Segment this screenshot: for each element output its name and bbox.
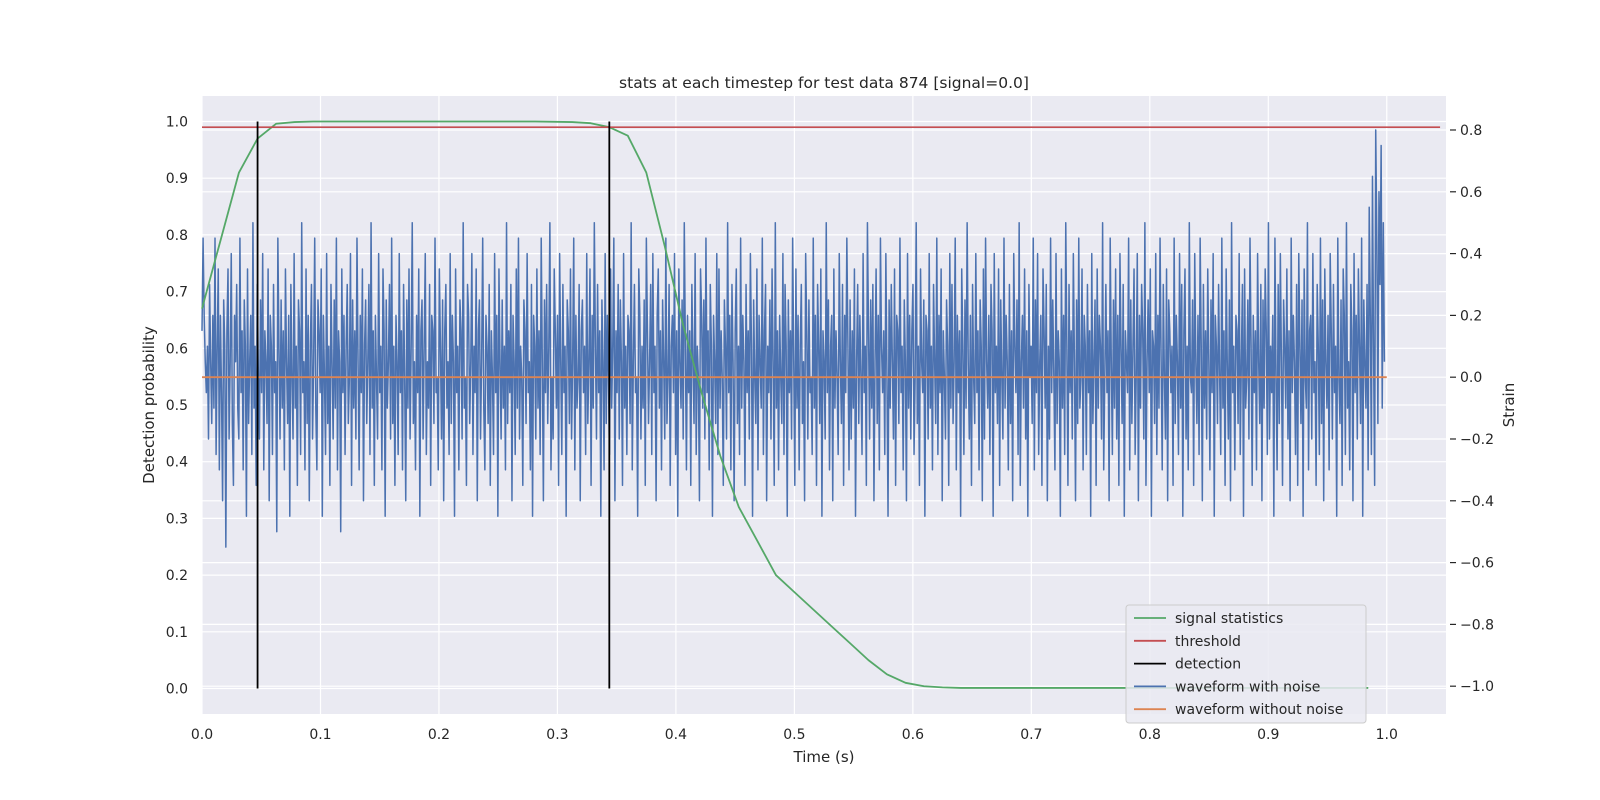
y2-tick-label: −1.0 <box>1460 679 1494 695</box>
y-tick-label: 0.6 <box>166 341 188 357</box>
y2-axis-ticks: −1.0 −0.8 −0.6 −0.4 −0.2 0.0 0.2 0.4 0.6 0.8 <box>1450 123 1494 695</box>
x-tick-label: 0.4 <box>665 727 687 743</box>
x-tick-label: 0.9 <box>1257 727 1279 743</box>
x-axis-label: Time (s) <box>793 748 855 766</box>
y2-tick-label: −0.8 <box>1460 617 1494 633</box>
y2-axis-label: Strain <box>1500 383 1518 427</box>
y-tick-label: 0.3 <box>166 511 188 527</box>
y-tick-label: 0.7 <box>166 285 188 301</box>
y2-tick-label: 0.8 <box>1460 123 1482 139</box>
y-tick-label: 0.2 <box>166 568 188 584</box>
y2-tick-label: −0.6 <box>1460 556 1494 572</box>
legend-label: waveform with noise <box>1175 679 1320 695</box>
y-tick-label: 0.8 <box>166 228 188 244</box>
x-axis-ticks: 0.0 0.1 0.2 0.3 0.4 0.5 0.6 0.7 0.8 0.9 1.0 <box>191 727 1398 743</box>
legend-box <box>1125 604 1367 724</box>
x-tick-label: 0.7 <box>1020 727 1042 743</box>
y-tick-label: 0.0 <box>166 681 188 697</box>
y-tick-label: 0.4 <box>166 455 188 471</box>
x-tick-label: 0.6 <box>902 727 924 743</box>
legend-label: detection <box>1175 657 1241 673</box>
y-tick-label: 0.5 <box>166 398 188 414</box>
y2-tick-label: 0.2 <box>1460 308 1482 324</box>
x-tick-label: 0.5 <box>783 727 805 743</box>
y2-tick-label: 0.6 <box>1460 185 1482 201</box>
y2-tick-label: 0.4 <box>1460 247 1482 263</box>
y-axis-ticks: 0.0 0.1 0.2 0.3 0.4 0.5 0.6 0.7 0.8 0.9 1.0 <box>166 115 188 698</box>
legend-label: signal statistics <box>1175 611 1283 627</box>
y2-tick-label: −0.2 <box>1460 432 1494 448</box>
legend-label: waveform without noise <box>1175 702 1343 718</box>
y2-tick-label: 0.0 <box>1460 370 1482 386</box>
signal-statistics-line <box>201 120 1369 689</box>
y-tick-label: 1.0 <box>166 115 188 131</box>
y-axis-label: Detection probability <box>140 326 158 484</box>
series-layer <box>201 120 1441 689</box>
chart-title: stats at each timestep for test data 874… <box>619 74 1029 92</box>
waveform-with-noise-line <box>201 129 1386 548</box>
x-tick-label: 0.1 <box>309 727 331 743</box>
y2-tick-label: −0.4 <box>1460 494 1494 510</box>
x-tick-label: 0.0 <box>191 727 213 743</box>
y-tick-label: 0.9 <box>166 171 188 187</box>
y-tick-label: 0.1 <box>166 625 188 641</box>
legend-label: threshold <box>1175 634 1241 650</box>
legend: signal statistics threshold detection wavef… <box>1125 604 1367 724</box>
x-tick-label: 0.2 <box>428 727 450 743</box>
x-tick-label: 1.0 <box>1376 727 1398 743</box>
x-tick-label: 0.8 <box>1139 727 1161 743</box>
x-tick-label: 0.3 <box>546 727 568 743</box>
